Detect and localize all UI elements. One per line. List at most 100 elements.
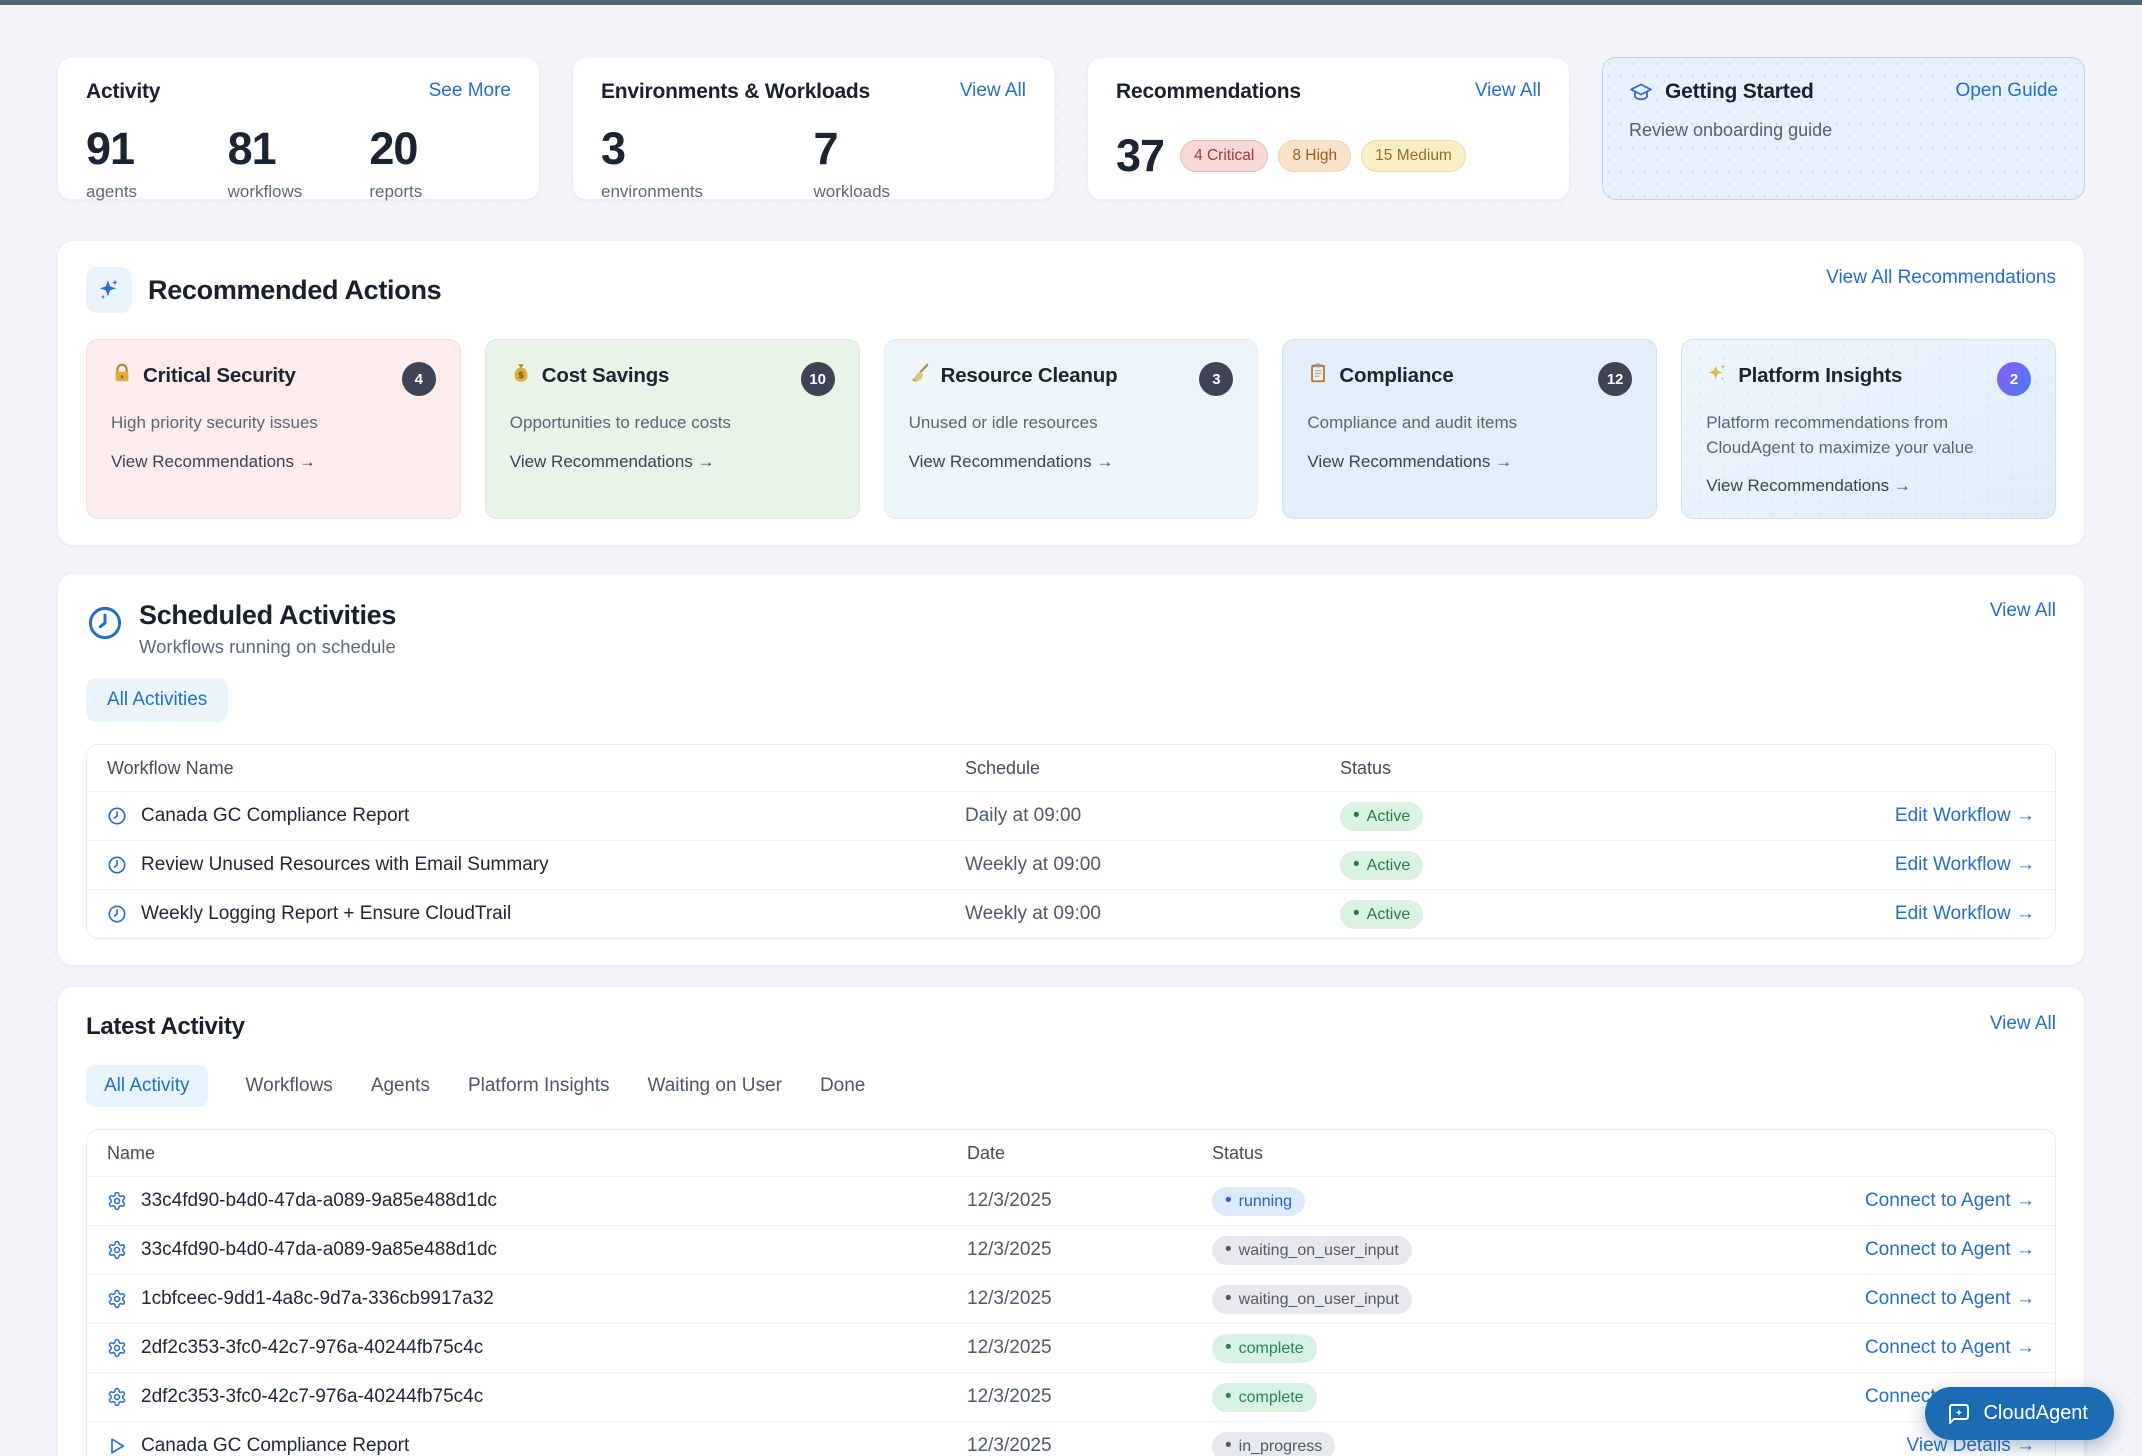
arrow-right-icon: → [298,451,316,471]
tab-platform-insights[interactable]: Platform Insights [467,1075,610,1097]
recommended-actions-section: Recommended Actions View All Recommendat… [57,240,2085,547]
scheduled-table-header: Workflow Name Schedule Status [87,745,2055,792]
arrow-right-icon: → [2016,854,2035,876]
edit-workflow-link[interactable]: Edit Workflow → [1894,854,2035,876]
status-badge: running [1212,1186,1306,1216]
scheduled-activities-subtitle: Workflows running on schedule [139,636,396,658]
count-badge: 2 [1996,362,2031,396]
card-description: High priority security issues [111,413,318,432]
scheduled-view-all-link[interactable]: View All [1989,600,2056,622]
gear-icon [107,1240,127,1260]
status-badge: Active [1340,850,1424,880]
gear-icon [107,1191,127,1211]
card-description: Platform recommendations from CloudAgent… [1706,413,1974,457]
connect-to-agent-link[interactable]: Connect to Agent → [1864,1288,2035,1310]
status-badge: waiting_on_user_input [1212,1284,1412,1314]
sparkle-icon [86,267,132,313]
table-row: Weekly Logging Report + Ensure CloudTrai… [87,889,2055,939]
connect-to-agent-link[interactable]: Connect to Agent → [1864,1239,2035,1261]
recommendations-card: Recommendations View All 37 4 Critical 8… [1087,57,1570,200]
stat-workflows: 81 workflows [227,123,303,201]
status-badge: Active [1340,801,1424,831]
medium-badge[interactable]: 15 Medium [1361,140,1466,172]
money-bag-icon: $ [510,362,532,384]
arrow-right-icon: → [2016,1337,2035,1359]
count-badge: 4 [401,362,436,396]
activity-see-more-link[interactable]: See More [428,80,511,101]
graduation-cap-icon [1629,80,1653,104]
critical-badge[interactable]: 4 Critical [1180,140,1269,172]
view-details-link[interactable]: View Details → [1906,1435,2035,1456]
open-guide-link[interactable]: Open Guide [1955,80,2058,101]
connect-to-agent-link[interactable]: Connect to Agent → [1864,1190,2035,1212]
scheduled-table: Workflow Name Schedule Status Canada GC … [86,744,2056,940]
arrow-right-icon: → [2016,1435,2035,1456]
recommendations-total: 37 [1116,130,1165,181]
latest-activity-table: Name Date Status 33c4fd90-b4d0-47da-a089… [86,1129,2056,1456]
chat-bubble-icon [1947,1402,1971,1426]
environments-card-title: Environments & Workloads [601,80,871,103]
top-border [0,0,2142,5]
count-badge: 3 [1199,362,1234,396]
table-row: Review Unused Resources with Email Summa… [87,840,2055,890]
getting-started-title: Getting Started [1665,80,1814,103]
view-recommendations-link[interactable]: View Recommendations → [1307,451,1513,471]
tab-all-activity[interactable]: All Activity [86,1065,208,1108]
status-badge: Active [1340,899,1424,929]
dashboard: Activity See More 91 agents 81 workflows… [0,5,2142,1456]
stats-row: Activity See More 91 agents 81 workflows… [57,57,2085,201]
table-row: Canada GC Compliance Report Daily at 09:… [87,791,2055,841]
recommendations-view-all-link[interactable]: View All [1474,80,1541,101]
view-recommendations-link[interactable]: View Recommendations → [1706,476,1911,496]
card-description: Compliance and audit items [1307,413,1518,432]
arrow-right-icon: → [1096,451,1114,471]
status-badge: waiting_on_user_input [1212,1235,1412,1265]
table-row: 1cbfceec-9dd1-4a8c-9d7a-336cb9917a32 12/… [87,1274,2055,1324]
tab-waiting-on-user[interactable]: Waiting on User [647,1075,782,1097]
card-description: Opportunities to reduce costs [509,413,731,432]
card-title: Compliance [1339,364,1454,387]
tab-done[interactable]: Done [819,1075,866,1097]
tab-workflows[interactable]: Workflows [245,1075,333,1097]
arrow-right-icon: → [2016,903,2035,925]
view-recommendations-link[interactable]: View Recommendations → [509,451,715,471]
view-recommendations-link[interactable]: View Recommendations → [111,451,316,471]
environments-view-all-link[interactable]: View All [959,80,1026,101]
arrow-right-icon: → [1893,476,1911,496]
table-row: 2df2c353-3fc0-42c7-976a-40244fb75c4c 12/… [87,1372,2055,1422]
tab-agents[interactable]: Agents [370,1075,430,1097]
table-row: 33c4fd90-b4d0-47da-a089-9a85e488d1dc 12/… [87,1225,2055,1275]
play-icon [107,1436,127,1456]
status-badge: complete [1212,1382,1317,1412]
high-badge[interactable]: 8 High [1278,140,1352,172]
view-recommendations-link[interactable]: View Recommendations → [908,451,1114,471]
activity-card: Activity See More 91 agents 81 workflows… [57,57,540,201]
arrow-right-icon: → [2016,1190,2035,1212]
getting-started-card: Getting Started Open Guide Review onboar… [1602,57,2085,200]
arrow-right-icon: → [2016,805,2035,827]
edit-workflow-link[interactable]: Edit Workflow → [1894,805,2035,827]
recommended-actions-title: Recommended Actions [148,274,442,305]
stat-agents: 91 agents [86,123,138,201]
latest-view-all-link[interactable]: View All [1989,1013,2056,1035]
svg-text:$: $ [518,370,524,381]
clock-icon [107,806,127,826]
cloudagent-chat-button[interactable]: CloudAgent [1925,1387,2114,1440]
platform-insights-card: Platform Insights 2 Platform recommendat… [1681,339,2056,520]
card-title: Critical Security [143,364,296,387]
table-row: Canada GC Compliance Report 12/3/2025 in… [87,1421,2055,1456]
connect-to-agent-link[interactable]: Connect to Agent → [1864,1337,2035,1359]
latest-activity-title: Latest Activity [86,1013,245,1041]
gear-icon [107,1289,127,1309]
clock-icon [86,600,124,658]
count-badge: 10 [800,362,835,396]
activity-card-title: Activity [86,80,161,103]
edit-workflow-link[interactable]: Edit Workflow → [1894,903,2035,925]
view-all-recommendations-link[interactable]: View All Recommendations [1826,267,2056,288]
critical-security-card: Critical Security 4 High priority securi… [86,339,461,520]
stat-reports: 20 reports [369,123,423,201]
all-activities-filter[interactable]: All Activities [86,678,229,723]
arrow-right-icon: → [2016,1288,2035,1310]
gear-icon [107,1338,127,1358]
latest-activity-tabs: All Activity Workflows Agents Platform I… [86,1065,2056,1108]
